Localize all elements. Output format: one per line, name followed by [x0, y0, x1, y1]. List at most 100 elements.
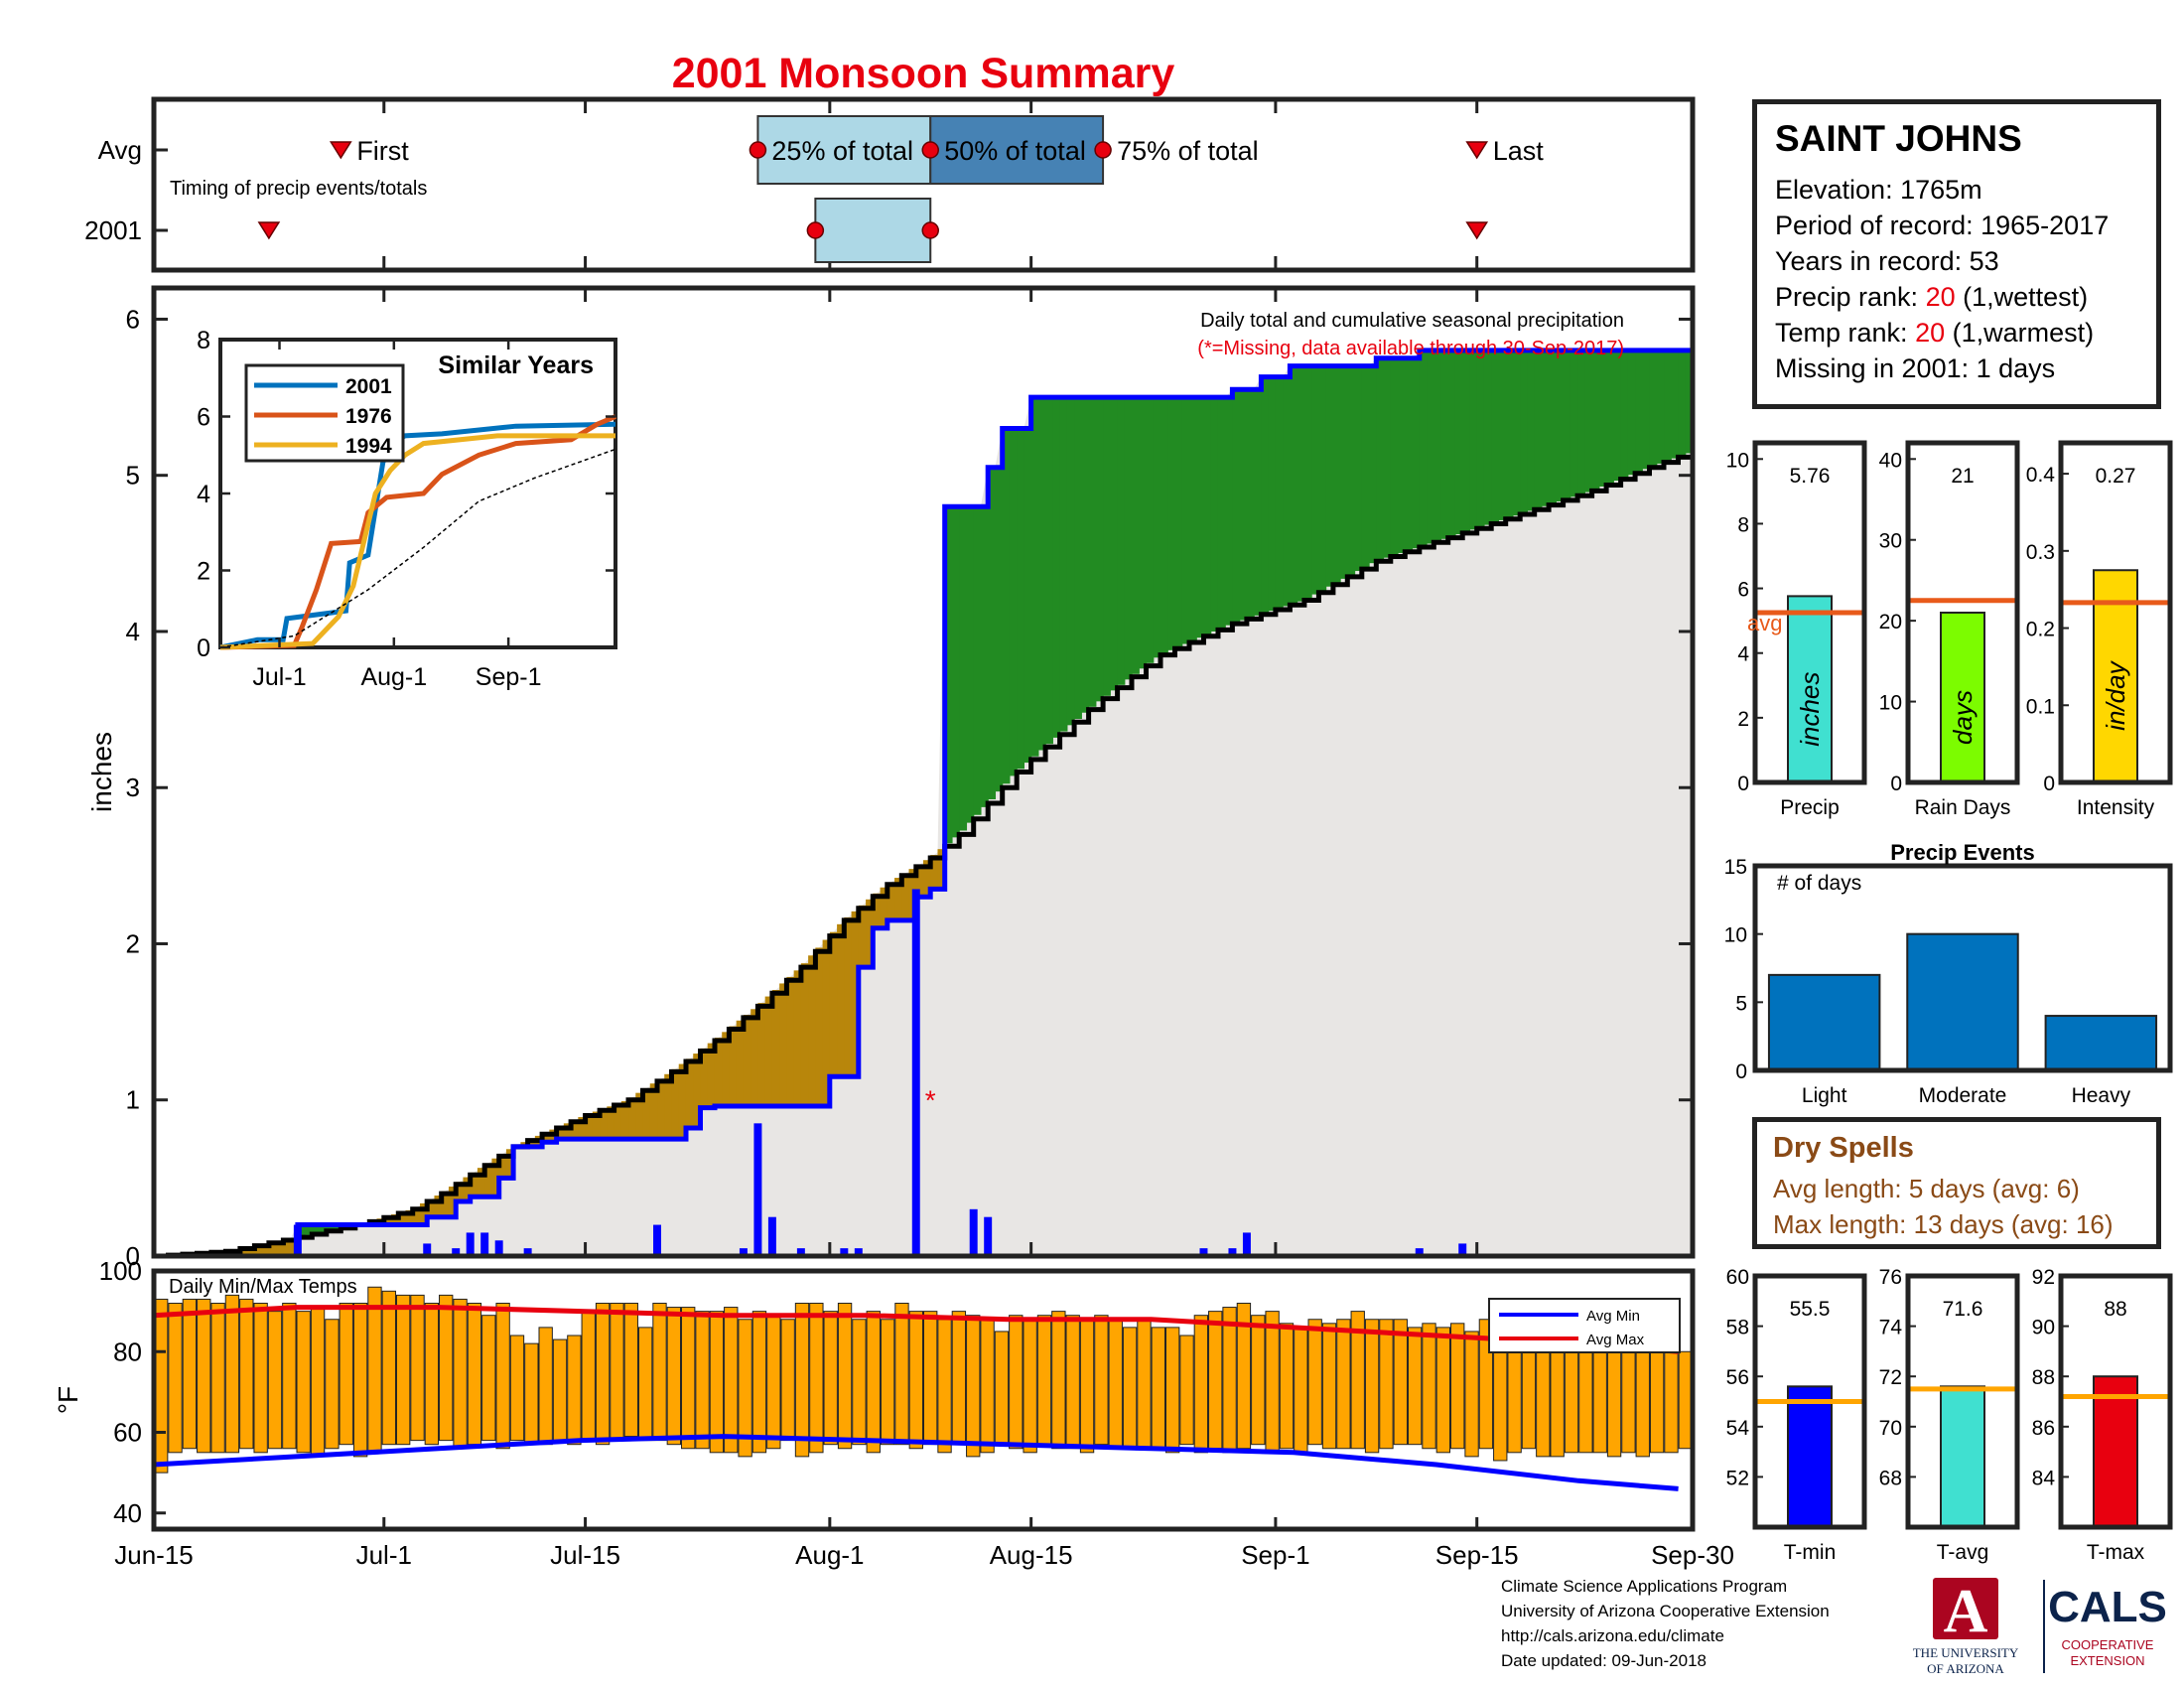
temp-range-bar-36	[666, 1307, 682, 1446]
stat-y-tick-label: 92	[2032, 1266, 2055, 1289]
stat-bar-t-avg	[1940, 1385, 1985, 1528]
temp-range-bar-7	[253, 1303, 268, 1454]
below-average-area	[607, 1106, 615, 1140]
similar-years-series-average	[219, 448, 616, 648]
credits: Climate Science Applications Program Uni…	[1501, 1574, 1830, 1673]
temp-range-bar-63	[1051, 1311, 1066, 1450]
temp-range-bar-57	[966, 1315, 981, 1458]
temp-y-tick-label: 60	[113, 1418, 142, 1448]
temp-range-bar-8	[267, 1311, 283, 1450]
temp-range-bar-72	[1179, 1335, 1194, 1446]
below-average-area	[268, 1242, 277, 1256]
x-tick-label: Sep-15	[1435, 1540, 1519, 1570]
avg-percentile-marker	[921, 141, 939, 159]
avg-25-50-box	[756, 115, 932, 185]
main-annotation: Daily total and cumulative seasonal prec…	[1200, 310, 1624, 332]
daily-precip-bar-20	[1415, 1248, 1424, 1256]
below-average-area	[915, 864, 924, 898]
above-average-area	[1095, 397, 1104, 702]
stat-y-tick-label: 8	[1737, 513, 1749, 536]
temp-range-bar-6	[239, 1298, 254, 1450]
temp-range-bar-29	[567, 1335, 582, 1446]
daily-precip-bar-2	[452, 1248, 461, 1256]
above-average-area	[1491, 350, 1500, 523]
below-average-area	[880, 887, 888, 928]
below-average-area	[771, 990, 780, 1107]
below-average-area	[657, 1078, 665, 1140]
temp-range-bar-42	[751, 1311, 767, 1454]
above-average-area	[1268, 376, 1277, 612]
above-average-area	[1498, 350, 1507, 520]
above-average-area	[1059, 397, 1068, 732]
temp-range-bar-78	[1265, 1311, 1280, 1454]
above-average-area	[1017, 428, 1025, 770]
temp-rank-prefix: Temp rank:	[1775, 318, 1916, 348]
above-average-area	[1419, 350, 1428, 546]
stat-bar-t-max	[2093, 1375, 2138, 1528]
below-average-area	[542, 1132, 550, 1143]
ua-logo-line2: OF ARIZONA	[1927, 1661, 2004, 1676]
dry-spells-avg-length: Avg length: 5 days (avg: 6)	[1773, 1174, 2080, 1203]
temp-range-bar-46	[809, 1303, 824, 1454]
precip-events-category: Moderate	[1919, 1084, 2007, 1107]
stat-y-tick-label: 58	[1726, 1317, 1749, 1339]
station-temp-rank: Temp rank: 20 (1,warmest)	[1775, 315, 2138, 351]
precip-events-y-tick-label: 10	[1724, 924, 1747, 947]
above-average-area	[1103, 397, 1111, 696]
below-average-area	[600, 1108, 608, 1140]
x-tick-label: Aug-15	[990, 1540, 1073, 1570]
stat-y-tick-label: 60	[1726, 1266, 1749, 1289]
below-average-area	[276, 1240, 284, 1256]
credits-program: Climate Science Applications Program	[1501, 1577, 1788, 1596]
avg-last-label: Last	[1493, 136, 1545, 166]
stat-bar-rain-days	[1940, 612, 1985, 783]
ua-logo-line1: THE UNIVERSITY	[1913, 1645, 2019, 1660]
temp-range-bar-86	[1379, 1319, 1394, 1450]
main-y-tick-label: 0	[126, 1241, 140, 1271]
precip-events-title: Precip Events	[1890, 840, 2035, 865]
stat-y-tick-label: 72	[1879, 1366, 1902, 1389]
temp-range-bar-80	[1294, 1327, 1308, 1454]
below-average-area	[685, 1058, 694, 1129]
stat-y-tick-label: 0	[2043, 773, 2055, 795]
temp-range-bar-88	[1407, 1327, 1423, 1446]
temp-range-bar-89	[1422, 1323, 1436, 1450]
below-average-area	[635, 1092, 644, 1140]
avg-first-label: First	[356, 136, 409, 166]
above-average-area	[1225, 397, 1234, 626]
above-average-area	[1132, 397, 1140, 674]
below-average-area	[505, 1149, 514, 1179]
dry-spells-box: Dry Spells Avg length: 5 days (avg: 6) M…	[1752, 1117, 2161, 1249]
stat-panel-frame	[2058, 1273, 2173, 1530]
avg-min-line	[153, 1434, 1679, 1491]
temp-y-tick-label: 100	[99, 1256, 142, 1286]
below-average-area	[764, 996, 773, 1107]
precip-events-bar-heavy	[2044, 1015, 2158, 1071]
below-average-area	[261, 1243, 270, 1256]
below-average-area	[779, 983, 787, 1107]
above-average-area	[1556, 350, 1565, 502]
below-average-area	[714, 1038, 723, 1107]
stat-y-tick-label: 76	[1879, 1266, 1902, 1289]
inset-y-tick-label: 6	[197, 404, 210, 432]
temp-range-bar-49	[852, 1319, 867, 1446]
temp-range-bar-39	[709, 1311, 725, 1454]
below-average-area	[678, 1063, 687, 1140]
below-average-area	[736, 1020, 745, 1107]
avg-first-marker	[329, 141, 352, 160]
below-average-area	[930, 855, 939, 890]
temp-range-bar-32	[610, 1303, 624, 1442]
below-average-area	[239, 1247, 248, 1256]
above-average-area	[1512, 350, 1521, 516]
above-average-area	[1110, 397, 1119, 691]
temp-legend-min-label: Avg Min	[1586, 1308, 1640, 1325]
temp-range-bar-55	[937, 1319, 952, 1454]
above-average-area	[1254, 389, 1263, 616]
above-average-area	[1332, 365, 1341, 583]
station-elevation: Elevation: 1765m	[1775, 175, 1982, 205]
precip-events-ylabel: # of days	[1777, 872, 1861, 895]
average-cumulative-line	[154, 452, 1696, 1259]
temp-range-bar-17	[395, 1294, 411, 1446]
below-average-area	[837, 923, 845, 1077]
temp-range-bar-70	[1151, 1327, 1165, 1450]
